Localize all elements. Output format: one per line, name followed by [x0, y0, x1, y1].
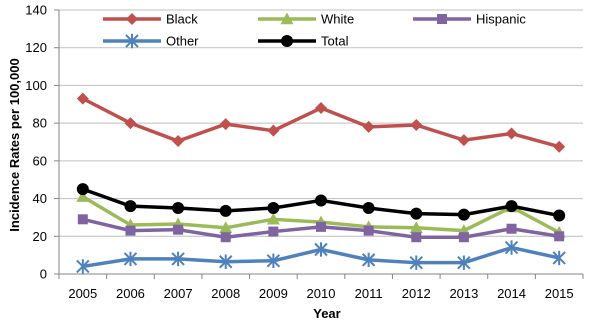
- x-tick-label: 2011: [355, 286, 383, 301]
- y-tick-label: 40: [33, 191, 47, 206]
- data-point: [552, 250, 566, 266]
- data-point: [316, 221, 326, 232]
- data-point: [409, 221, 423, 233]
- gridlines: [59, 9, 583, 237]
- series-black: [76, 92, 566, 153]
- x-tick-label: 2007: [164, 286, 193, 301]
- data-point: [363, 225, 374, 236]
- legend-item-total: Total: [258, 34, 349, 49]
- data-point: [125, 225, 136, 236]
- axes: [54, 9, 584, 279]
- data-point: [553, 209, 566, 222]
- data-point: [280, 12, 294, 25]
- data-point: [314, 242, 328, 257]
- legend: Black White Hispanic Other Total: [103, 12, 526, 49]
- data-point: [315, 102, 327, 115]
- data-point: [554, 231, 565, 242]
- series-hispanic: [77, 214, 565, 243]
- data-point: [266, 212, 280, 225]
- data-point: [77, 214, 88, 225]
- data-point: [171, 251, 185, 267]
- y-tick-label: 60: [33, 153, 47, 168]
- data-point: [505, 127, 518, 140]
- y-tick-label: 80: [33, 116, 47, 131]
- x-tick-labels: 2005 2006 2007 2008 2009 2010 2011 2012 2013 2014…: [68, 286, 573, 301]
- data-point: [409, 255, 423, 270]
- x-tick-label: 2010: [307, 286, 336, 301]
- x-tick-label: 2005: [68, 286, 97, 301]
- data-point: [76, 190, 90, 202]
- legend-item-black: Black: [103, 12, 198, 27]
- data-point: [123, 251, 138, 267]
- data-point: [506, 223, 517, 234]
- legend-item-white: White: [258, 12, 354, 27]
- data-point: [267, 124, 280, 137]
- y-tick-label: 100: [25, 78, 47, 93]
- data-point: [457, 255, 471, 270]
- series-other: [76, 240, 566, 274]
- data-point: [315, 194, 327, 207]
- y-tick-label: 0: [40, 267, 47, 282]
- data-point: [361, 252, 376, 268]
- data-point: [457, 134, 470, 147]
- legend-label: Black: [166, 12, 198, 27]
- y-axis-title: Incidence Rates per 100,000: [7, 58, 22, 231]
- series-total: [76, 183, 566, 222]
- data-point: [458, 232, 469, 243]
- data-point: [281, 35, 293, 47]
- data-point: [553, 140, 566, 153]
- data-point: [220, 232, 231, 243]
- data-point: [266, 253, 281, 268]
- x-tick-label: 2012: [402, 286, 431, 301]
- legend-label: Total: [321, 34, 349, 49]
- data-point: [219, 204, 232, 217]
- legend-item-other: Other: [103, 34, 199, 49]
- x-axis-title: Year: [313, 306, 340, 321]
- data-point: [124, 200, 137, 213]
- data-point: [267, 202, 280, 214]
- data-point: [268, 226, 279, 237]
- data-point: [457, 208, 470, 221]
- x-tick-label: 2014: [497, 286, 526, 301]
- x-tick-label: 2013: [449, 286, 478, 301]
- data-point: [362, 202, 375, 214]
- data-point: [219, 254, 233, 269]
- data-point: [362, 120, 375, 133]
- x-tick-label: 2006: [116, 286, 145, 301]
- legend-label: White: [321, 12, 354, 27]
- data-point: [76, 92, 89, 105]
- data-point: [172, 135, 185, 148]
- legend-label: Hispanic: [476, 12, 526, 27]
- data-point: [76, 183, 89, 196]
- data-point: [173, 224, 184, 235]
- data-point: [410, 119, 423, 132]
- y-tick-labels: 0 20 40 60 80 100 120 140: [25, 3, 47, 282]
- x-tick-label: 2009: [259, 286, 288, 301]
- legend-label: Other: [166, 34, 199, 49]
- data-point: [124, 117, 137, 130]
- data-point: [505, 200, 518, 213]
- data-point: [126, 13, 138, 25]
- data-point: [504, 240, 519, 255]
- data-point: [219, 118, 232, 131]
- data-point: [437, 14, 447, 24]
- data-point: [172, 202, 185, 214]
- data-point: [76, 259, 90, 274]
- legend-item-hispanic: Hispanic: [413, 12, 526, 27]
- x-tick-label: 2008: [211, 286, 240, 301]
- x-tick-label: 2015: [545, 286, 574, 301]
- series-lines: [76, 92, 566, 274]
- y-tick-label: 140: [25, 3, 47, 18]
- data-point: [411, 232, 422, 243]
- data-point: [410, 207, 423, 220]
- y-tick-label: 120: [25, 40, 47, 55]
- y-tick-label: 20: [33, 229, 47, 244]
- data-point: [125, 33, 139, 49]
- data-point: [219, 221, 233, 233]
